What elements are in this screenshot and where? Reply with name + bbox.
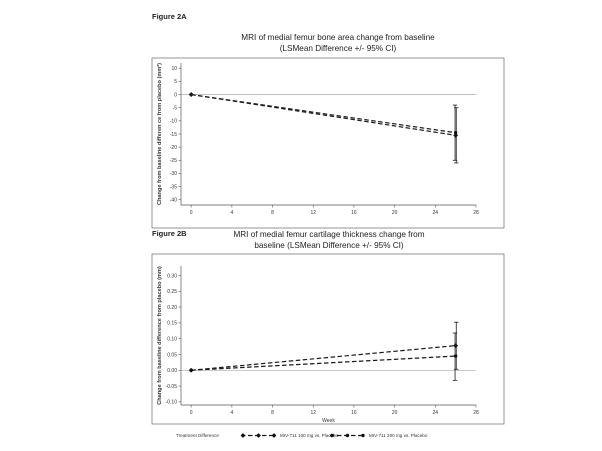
figure-2b-label: Figure 2B <box>152 229 187 238</box>
chart-a-series-0-point <box>453 132 459 138</box>
legend-key-200mg <box>330 433 365 438</box>
chart-b-x-axis-title: Week <box>322 418 335 424</box>
chart-a-y-tick-label: -25 <box>170 158 177 164</box>
figure-2a-label: Figure 2A <box>152 12 187 21</box>
chart-b-y-tick-label: 0.10 <box>167 336 177 342</box>
chart-a-title-line-1: MRI of medial femur bone area change fro… <box>241 33 435 42</box>
legend-key-1-marker <box>361 433 365 438</box>
chart-b-series-0-line <box>191 345 456 371</box>
chart-a-x-tick-label: 28 <box>473 210 479 216</box>
chart-a-y-axis-title: Change from baseline differen ce from pl… <box>156 63 163 205</box>
chart-b-y-tick-label: -0.05 <box>166 384 178 390</box>
chart-a-x-tick-label: 24 <box>433 210 439 216</box>
chart-b-y-tick-label: 0.05 <box>167 352 177 358</box>
chart-b-title-line-1: MRI of medial femur cartilage thickness … <box>233 230 424 239</box>
chart-a-series-1-point <box>453 130 458 135</box>
chart-a-y-tick-label: -5 <box>173 106 178 112</box>
chart-b-y-tick-label: -0.10 <box>166 400 178 406</box>
chart-a-x-tick-label: 4 <box>230 210 233 216</box>
chart-a-y-tick-label: -10 <box>170 119 177 125</box>
legend: Treatment Difference MIV-711 100 mg vs. … <box>176 433 428 438</box>
chart-a-plot: 10 5 0 -5 -10 -15 -20 -25 -30 -35 -40 0 4 8 12 16 20 24 28… <box>151 57 505 229</box>
chart-b-x-tick-label: 8 <box>271 410 274 416</box>
chart-b-y-axis-title: Change from baseline difference from pla… <box>157 266 163 405</box>
chart-a-x-tick-label: 12 <box>310 210 316 216</box>
chart-a-y-tick-label: -35 <box>170 184 177 190</box>
chart-b-y-tick-label: 0.25 <box>167 289 177 295</box>
chart-b-series-1-point <box>453 354 458 358</box>
chart-a-y-tick-label: -30 <box>170 171 177 177</box>
legend-key-1-marker <box>330 433 334 438</box>
chart-a-series-1-line <box>191 93 456 134</box>
chart-a-y-tick-label: -15 <box>170 132 177 138</box>
legend-key-1-marker <box>345 433 350 438</box>
chart-a-x-tick-label: 16 <box>351 210 357 216</box>
chart-a-y-tick-label: -20 <box>170 145 177 151</box>
chart-a-y-tick-label: -40 <box>170 198 177 204</box>
legend-label-200mg: MIV-711 200 mg vs. Placebo <box>369 433 428 438</box>
chart-a-series-1-point <box>189 92 193 97</box>
chart-a-x-tick-label: 8 <box>271 210 274 216</box>
chart-b-y-tick-label: 0.20 <box>167 305 177 311</box>
legend-title: Treatment Difference <box>176 433 219 438</box>
chart-a-x-tick-label: 0 <box>190 210 193 216</box>
legend-key-0-marker <box>271 433 277 438</box>
chart-a-y-tick-label: 10 <box>171 66 177 72</box>
chart-b-series-1-line <box>191 355 456 371</box>
chart-b-x-tick-label: 0 <box>190 410 193 416</box>
chart-b-x-tick-label: 12 <box>310 410 316 416</box>
chart-b-y-tick-label: 0.30 <box>167 273 177 279</box>
chart-a-y-tick-label: 5 <box>174 79 177 85</box>
chart-b-series-1-point <box>189 368 193 372</box>
chart-b-y-tick-label: 0.15 <box>167 321 177 327</box>
chart-b-x-tick-label: 20 <box>392 410 398 416</box>
chart-b-x-tick-label: 4 <box>230 410 233 416</box>
chart-b-y-tick-label: 0.00 <box>167 368 177 374</box>
chart-b-x-tick-label: 16 <box>351 410 357 416</box>
chart-b-series-0-point <box>453 343 459 349</box>
chart-a-title-line-2: (LSMean Difference +/- 95% CI) <box>280 44 397 53</box>
chart-b-plot: 0.30 0.25 0.20 0.15 0.10 0.05 0.00 -0.05 -0.10 0 4… <box>151 253 505 425</box>
legend-key-100mg <box>240 433 277 438</box>
chart-b-x-tick-label: 28 <box>473 410 479 416</box>
chart-a-y-tick-label: 0 <box>174 92 177 98</box>
legend-label-100mg: MIV-711 100 mg vs. Placebo <box>280 433 339 438</box>
chart-a-series-0-line <box>191 93 456 136</box>
chart-a-x-tick-label: 20 <box>392 210 398 216</box>
chart-b-x-tick-label: 24 <box>433 410 439 416</box>
chart-b-frame <box>151 253 505 425</box>
legend-key-0-marker <box>240 433 246 438</box>
legend-key-0-marker <box>256 433 261 438</box>
chart-a-frame <box>151 57 505 229</box>
chart-b-title-line-2: baseline (LSMean Difference +/- 95% CI) <box>254 241 404 250</box>
